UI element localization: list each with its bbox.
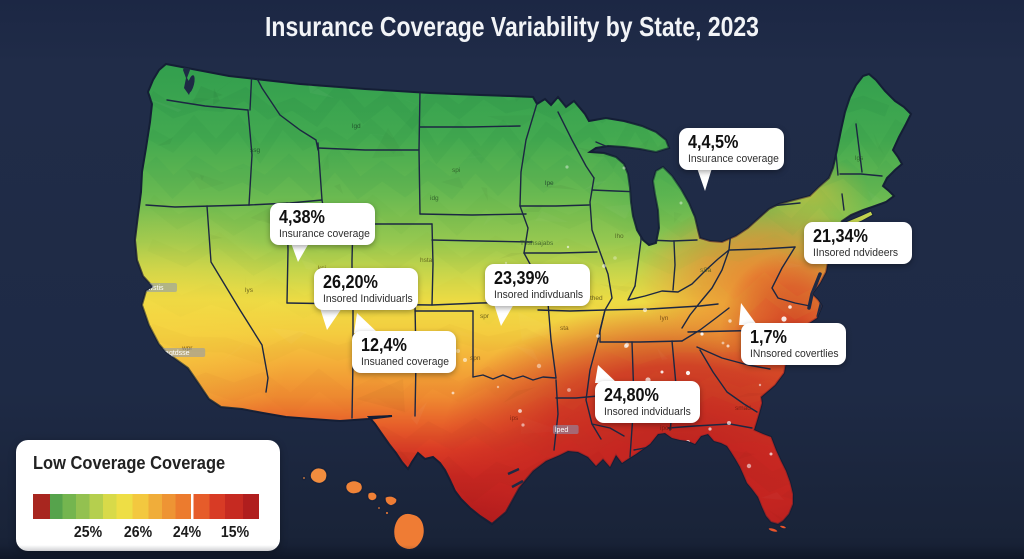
svg-text:hsta: hsta (420, 257, 433, 264)
svg-text:Nagtdsse: Nagtdsse (160, 350, 190, 357)
svg-text:spr: spr (480, 313, 490, 320)
svg-text:spi: spi (452, 167, 460, 174)
svg-text:wstis: wstis (147, 285, 164, 292)
svg-text:lpe: lpe (545, 180, 554, 187)
svg-text:lyn: lyn (660, 315, 669, 322)
svg-text:spn: spn (470, 355, 481, 362)
svg-text:ipod: ipod (660, 425, 673, 432)
svg-text:Thshsajabs: Thshsajabs (520, 240, 554, 247)
svg-text:spd: spd (620, 518, 631, 525)
svg-text:idg: idg (430, 195, 439, 202)
svg-text:lgd: lgd (352, 123, 361, 130)
svg-text:lys: lys (245, 287, 254, 294)
svg-text:smad: smad (735, 405, 751, 412)
svg-text:thed: thed (590, 295, 603, 302)
svg-text:ssg: ssg (250, 147, 261, 154)
svg-text:sta: sta (560, 325, 569, 332)
svg-text:ips: ips (510, 415, 519, 422)
svg-text:lped: lped (555, 427, 568, 434)
svg-text:sSa: sSa (700, 267, 712, 274)
svg-text:sgd: sgd (760, 185, 771, 192)
svg-text:lho: lho (615, 233, 624, 240)
svg-text:lgs: lgs (855, 155, 864, 162)
